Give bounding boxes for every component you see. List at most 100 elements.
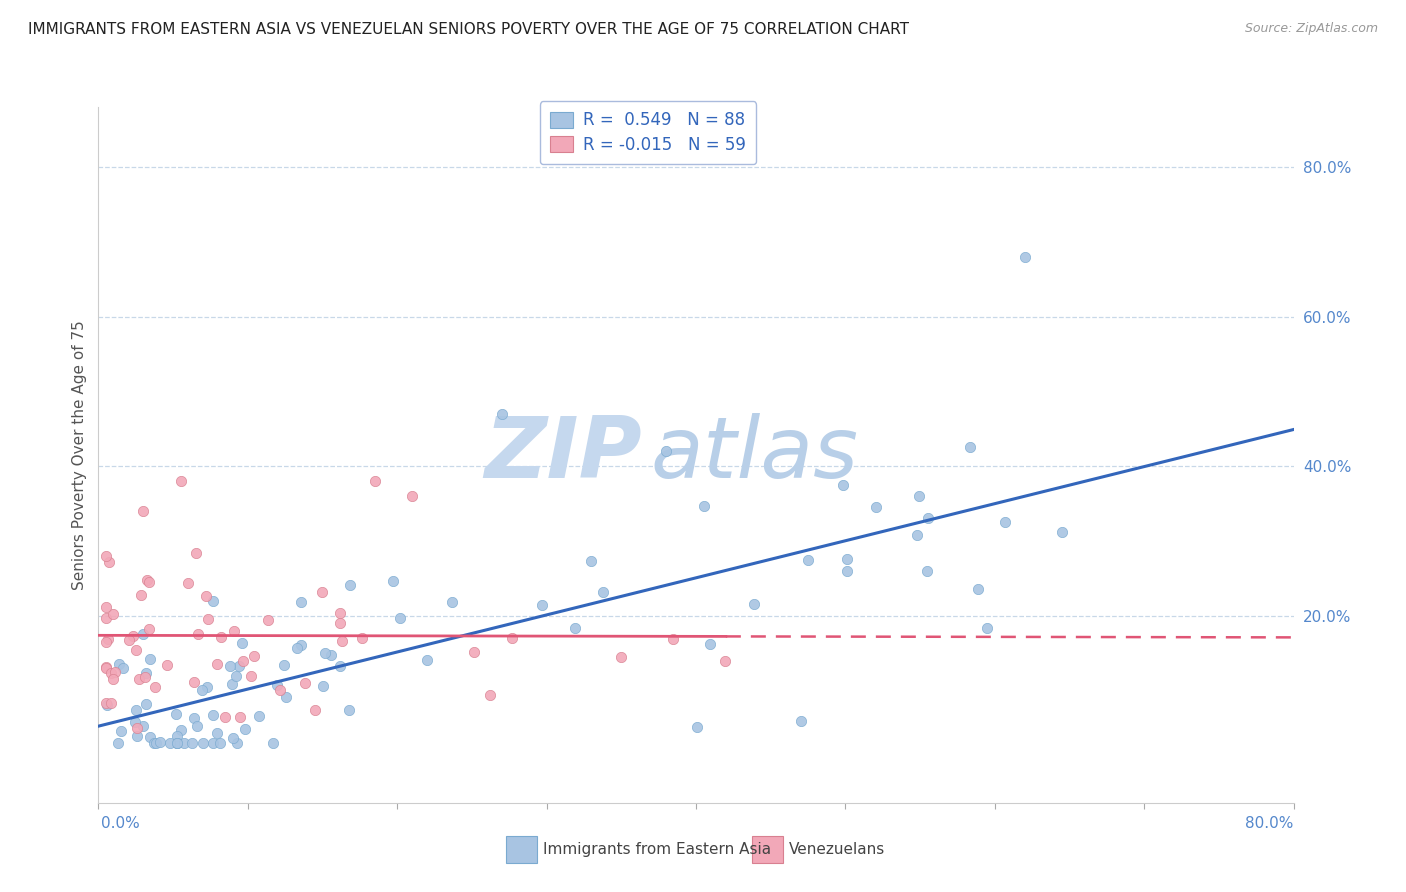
Text: ZIP: ZIP — [485, 413, 643, 497]
Y-axis label: Seniors Poverty Over the Age of 75: Seniors Poverty Over the Age of 75 — [72, 320, 87, 590]
Point — [136, 573, 159, 587]
Point — [228, 659, 250, 673]
Point — [311, 679, 333, 693]
Point — [214, 710, 236, 724]
Text: Source: ZipAtlas.com: Source: ZipAtlas.com — [1244, 22, 1378, 36]
Point — [139, 651, 162, 665]
Point — [132, 719, 155, 733]
Point — [797, 553, 820, 567]
Point — [693, 499, 716, 513]
Point — [329, 616, 352, 631]
Point — [835, 564, 858, 578]
Point — [222, 731, 245, 745]
Point — [166, 736, 188, 750]
Point — [193, 736, 215, 750]
Point — [124, 714, 146, 729]
Point — [232, 654, 254, 668]
Point — [290, 638, 312, 652]
Point — [173, 736, 195, 750]
Point — [170, 723, 193, 737]
Point — [138, 574, 160, 589]
Point — [994, 515, 1017, 529]
Text: 0.0%: 0.0% — [101, 816, 141, 831]
Point — [491, 407, 513, 421]
Point — [201, 736, 224, 750]
Point — [94, 661, 117, 675]
Point — [197, 612, 219, 626]
Text: 80.0%: 80.0% — [1246, 816, 1294, 831]
Point — [184, 546, 207, 560]
Point — [135, 698, 157, 712]
Point — [96, 698, 118, 712]
Point — [304, 703, 326, 717]
Point — [269, 682, 291, 697]
Point — [714, 654, 737, 668]
Text: IMMIGRANTS FROM EASTERN ASIA VS VENEZUELAN SENIORS POVERTY OVER THE AGE OF 75 CO: IMMIGRANTS FROM EASTERN ASIA VS VENEZUEL… — [28, 22, 910, 37]
Point — [530, 599, 553, 613]
Point — [256, 613, 278, 627]
Point — [195, 680, 218, 694]
Point — [94, 696, 117, 710]
Point — [319, 648, 342, 663]
Point — [564, 621, 586, 635]
Point — [110, 724, 132, 739]
Point — [207, 726, 229, 740]
Point — [837, 552, 859, 566]
Point — [94, 549, 117, 563]
Point — [125, 703, 148, 717]
Point — [311, 585, 333, 599]
Point — [143, 680, 166, 694]
Point — [209, 630, 232, 644]
Point — [177, 576, 200, 591]
Point — [202, 594, 225, 608]
Point — [789, 714, 811, 728]
Point — [100, 696, 122, 710]
Point — [94, 611, 117, 625]
Point — [187, 627, 209, 641]
Point — [907, 489, 929, 503]
Point — [364, 474, 387, 488]
Point — [655, 444, 678, 458]
Point — [94, 660, 117, 674]
Point — [239, 669, 262, 683]
Point — [169, 474, 191, 488]
Text: atlas: atlas — [651, 413, 859, 497]
Point — [125, 721, 148, 735]
Point — [118, 632, 141, 647]
Point — [186, 719, 208, 733]
Point — [329, 606, 352, 620]
Point — [330, 633, 353, 648]
Point — [273, 657, 295, 672]
Point — [224, 624, 246, 639]
Point — [138, 622, 160, 636]
Point — [966, 582, 988, 596]
Point — [699, 637, 721, 651]
Point — [610, 649, 633, 664]
Point — [247, 709, 270, 723]
Point — [290, 595, 312, 609]
Point — [128, 673, 150, 687]
Point — [686, 719, 709, 733]
Point — [381, 574, 404, 588]
Point — [463, 645, 485, 659]
Point — [165, 707, 187, 722]
Point — [314, 647, 336, 661]
Point — [329, 659, 352, 673]
Point — [219, 659, 242, 673]
Point — [1014, 250, 1036, 264]
Point — [229, 710, 252, 724]
Point — [243, 648, 266, 663]
Point — [262, 736, 284, 750]
Point — [917, 511, 939, 525]
Point — [129, 588, 152, 602]
Point — [166, 729, 188, 743]
Point — [865, 500, 887, 514]
Point — [592, 584, 614, 599]
Point — [132, 627, 155, 641]
Point — [97, 632, 120, 647]
Point — [125, 643, 148, 657]
Point — [108, 657, 131, 672]
Text: Venezuelans: Venezuelans — [789, 842, 884, 856]
Point — [112, 660, 135, 674]
Point — [135, 666, 157, 681]
